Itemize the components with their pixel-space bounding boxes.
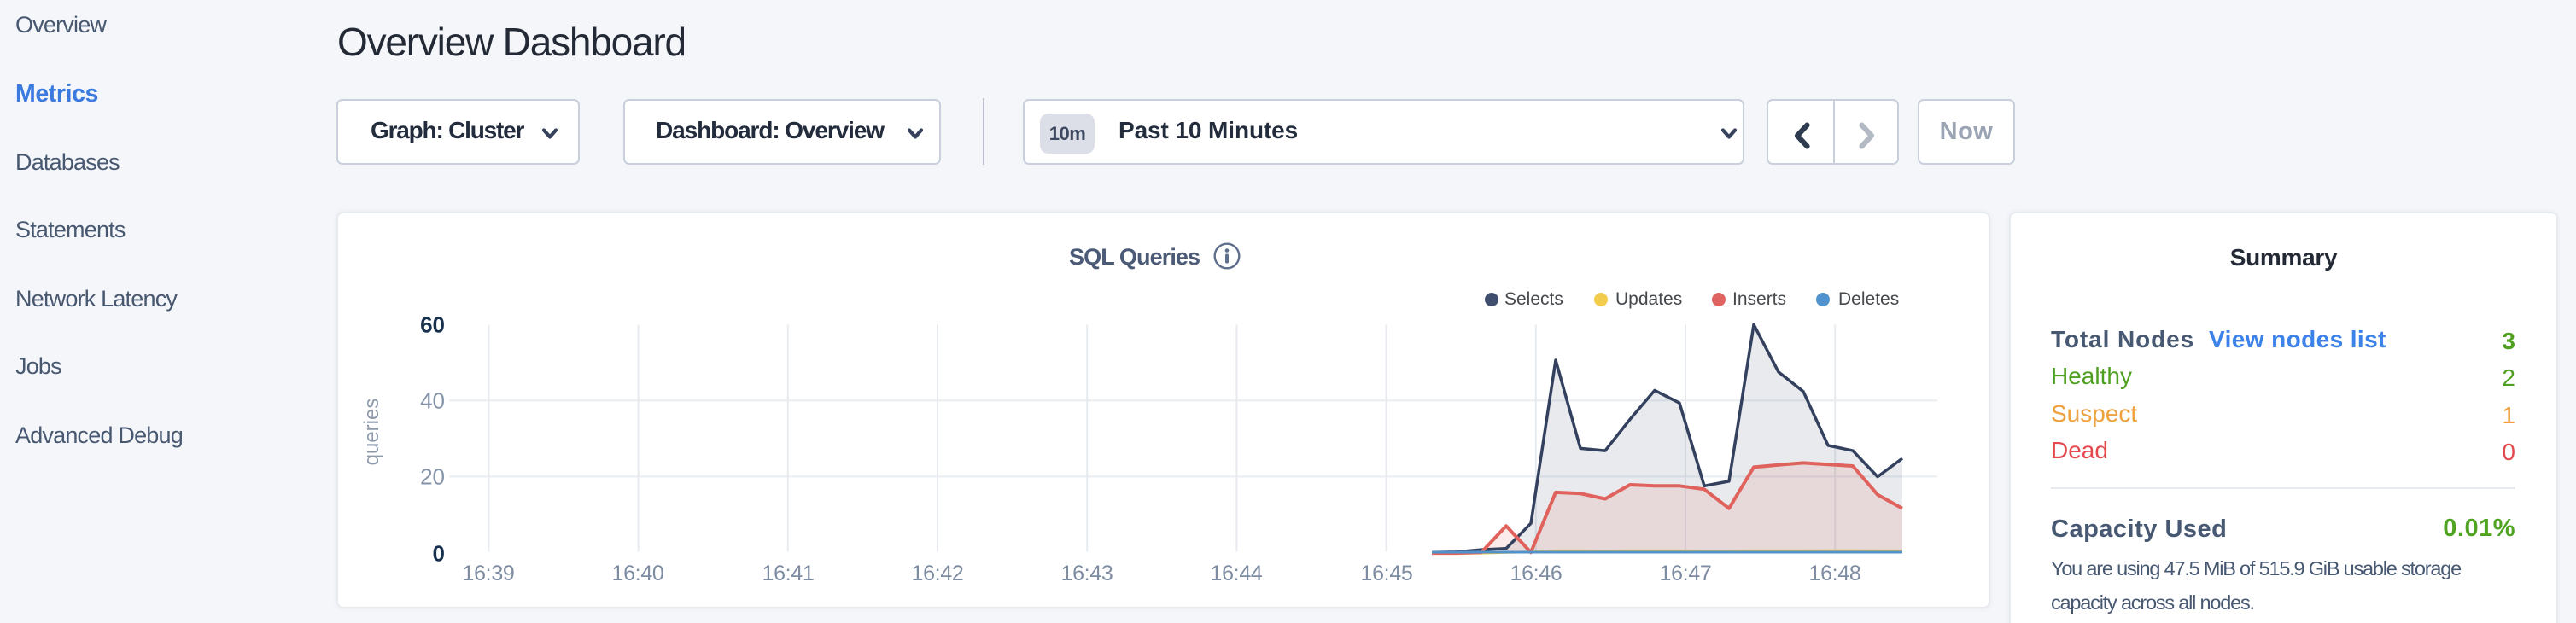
svg-text:16:45: 16:45 [1360, 562, 1412, 585]
svg-text:40: 40 [420, 388, 445, 414]
svg-text:16:46: 16:46 [1510, 562, 1562, 585]
svg-text:16:48: 16:48 [1808, 562, 1860, 585]
svg-text:16:39: 16:39 [462, 562, 514, 585]
svg-text:16:40: 16:40 [611, 562, 663, 585]
svg-text:16:43: 16:43 [1060, 562, 1113, 585]
svg-text:16:42: 16:42 [911, 562, 963, 585]
svg-text:0: 0 [433, 541, 445, 567]
svg-text:16:47: 16:47 [1659, 562, 1711, 585]
svg-text:20: 20 [420, 464, 445, 490]
svg-text:queries: queries [360, 399, 383, 466]
svg-text:60: 60 [420, 312, 445, 338]
svg-text:16:44: 16:44 [1210, 562, 1262, 585]
svg-text:16:41: 16:41 [762, 562, 814, 585]
